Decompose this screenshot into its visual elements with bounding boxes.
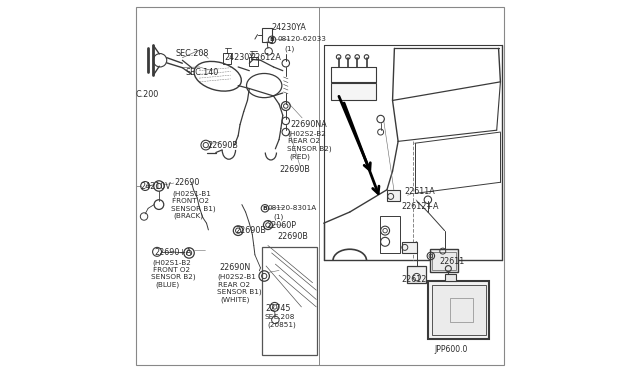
Text: (BRACK): (BRACK)	[174, 212, 204, 219]
Text: 22690NA: 22690NA	[291, 120, 327, 129]
Text: (H02S1-B2: (H02S1-B2	[152, 259, 191, 266]
Bar	[331, 83, 376, 100]
Text: SENSOR B2): SENSOR B2)	[287, 145, 331, 152]
Text: 08120-8301A: 08120-8301A	[267, 205, 316, 211]
Bar	[402, 242, 417, 253]
Text: 22690N: 22690N	[220, 263, 251, 272]
Bar	[250, 57, 257, 66]
Text: (20851): (20851)	[267, 322, 296, 328]
Bar	[262, 247, 317, 355]
Text: SENSOR B2): SENSOR B2)	[152, 274, 196, 280]
Text: (H02S1-B1: (H02S1-B1	[172, 190, 211, 197]
Text: REAR O2: REAR O2	[287, 138, 320, 144]
Bar	[380, 216, 400, 253]
Text: 24230YA: 24230YA	[271, 23, 307, 32]
Text: SEC.208: SEC.208	[175, 49, 209, 58]
Text: 24210V: 24210V	[141, 182, 172, 190]
Text: 22690B: 22690B	[279, 165, 310, 174]
Text: 22690B: 22690B	[235, 226, 266, 235]
Text: 22612: 22612	[402, 275, 428, 284]
Text: (1): (1)	[284, 45, 294, 52]
Text: SEC.140: SEC.140	[186, 68, 219, 77]
Text: (1): (1)	[273, 213, 284, 220]
Text: (H02S2-B1: (H02S2-B1	[218, 274, 257, 280]
Text: SENSOR B1): SENSOR B1)	[216, 289, 261, 295]
Text: 22745: 22745	[265, 304, 291, 313]
Text: 22690: 22690	[174, 178, 200, 187]
Bar	[223, 53, 231, 64]
Bar	[450, 298, 472, 322]
Text: SENSOR B1): SENSOR B1)	[172, 205, 216, 212]
Text: FRONT O2: FRONT O2	[172, 198, 209, 204]
Bar	[262, 28, 271, 42]
Text: (WHITE): (WHITE)	[220, 296, 250, 303]
Text: FRONT O2: FRONT O2	[152, 267, 189, 273]
Text: REAR O2: REAR O2	[218, 282, 250, 288]
Text: 22690+A: 22690+A	[154, 248, 192, 257]
Bar	[431, 252, 456, 270]
Bar	[445, 274, 456, 281]
Bar	[431, 285, 486, 335]
Text: 22060P: 22060P	[266, 221, 296, 230]
Bar	[429, 249, 458, 272]
Text: 22612A: 22612A	[250, 53, 282, 62]
Text: 22611: 22611	[439, 257, 464, 266]
Text: SEC.208: SEC.208	[265, 314, 295, 320]
Text: 22690B: 22690B	[207, 141, 238, 150]
Bar	[428, 281, 489, 339]
Text: B: B	[262, 206, 268, 211]
Text: (RED): (RED)	[289, 154, 310, 160]
Text: (H02S2-B2: (H02S2-B2	[287, 131, 326, 137]
Text: 22690B: 22690B	[277, 232, 308, 241]
Bar	[408, 266, 426, 283]
Text: B: B	[269, 37, 275, 42]
Text: 22612+A: 22612+A	[401, 202, 438, 211]
Text: C.200: C.200	[136, 90, 159, 99]
Text: 08120-62033: 08120-62033	[277, 36, 326, 42]
Text: 24230Y: 24230Y	[225, 53, 254, 62]
Text: 22611A: 22611A	[405, 187, 436, 196]
Text: (BLUE): (BLUE)	[156, 281, 180, 288]
Bar	[387, 190, 400, 201]
Text: JPP600.0: JPP600.0	[435, 345, 468, 354]
